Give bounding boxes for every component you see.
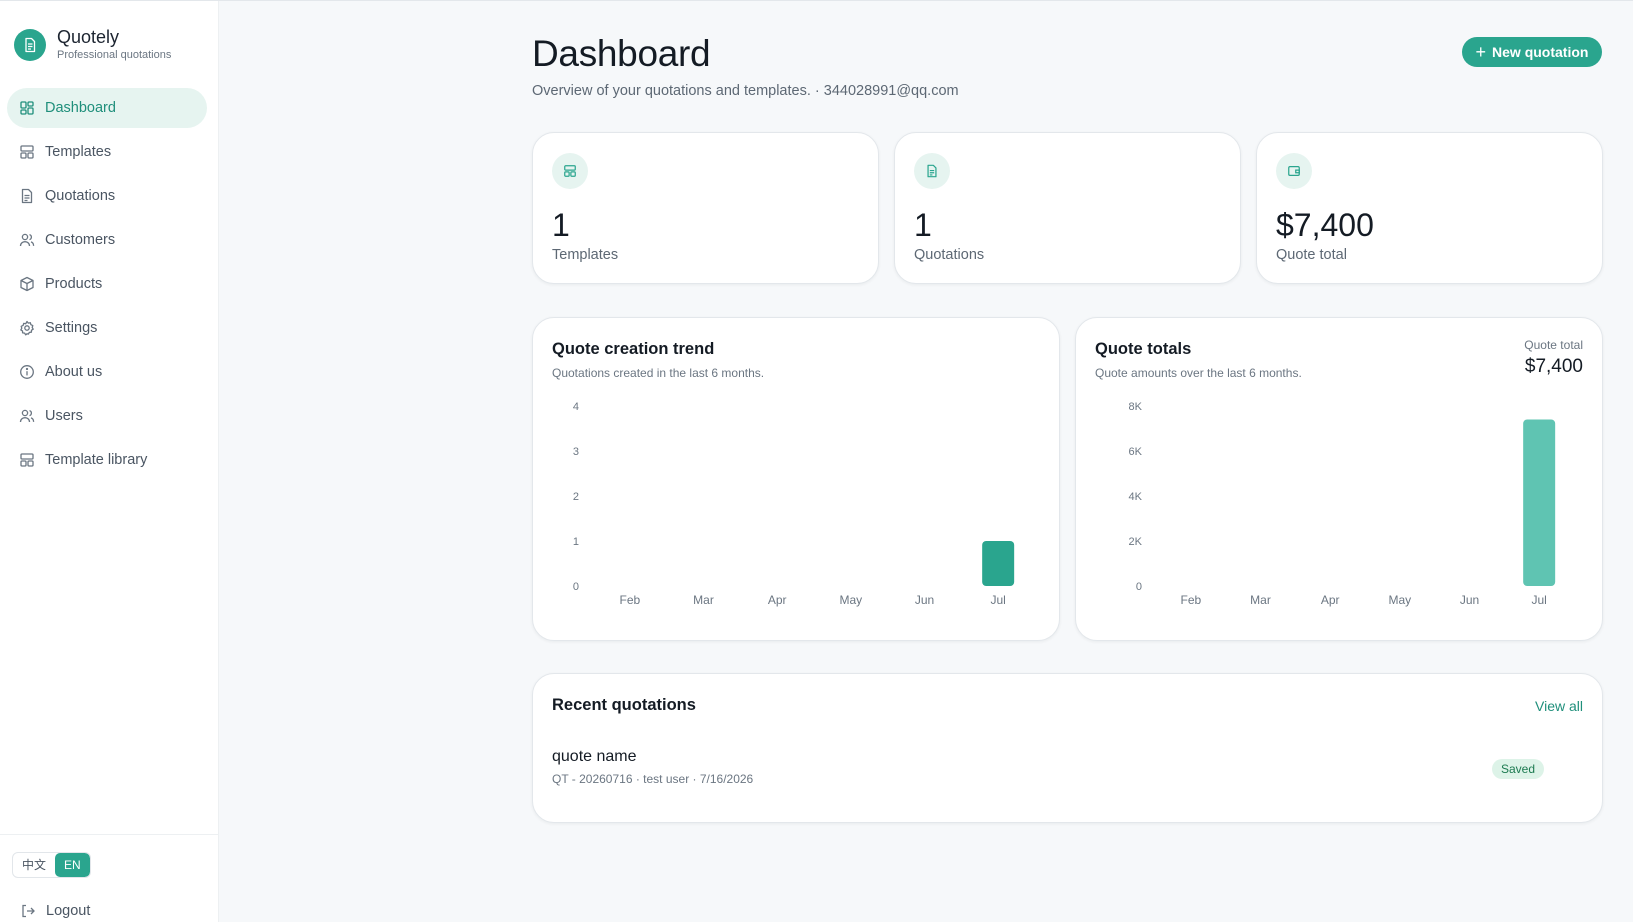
wallet-icon [1276, 153, 1312, 189]
language-option-en[interactable]: EN [55, 853, 90, 877]
sidebar-item-template-library[interactable]: Template library [7, 440, 207, 480]
sidebar-item-templates[interactable]: Templates [7, 132, 207, 172]
sidebar-item-label: Customers [45, 232, 116, 248]
x-tick-label: Jun [915, 593, 934, 607]
y-tick-label: 3 [573, 446, 579, 458]
sidebar-item-settings[interactable]: Settings [7, 308, 207, 348]
page-title: Dashboard [532, 33, 711, 74]
y-tick-label: 4 [573, 401, 579, 413]
sidebar-item-customers[interactable]: Customers [7, 220, 207, 260]
sidebar-item-label: Dashboard [45, 100, 116, 116]
x-tick-label: Feb [1180, 593, 1201, 607]
sidebar-item-quotations[interactable]: Quotations [7, 176, 207, 216]
gear-icon [19, 320, 35, 336]
document-icon [19, 188, 35, 204]
users-icon [19, 232, 35, 248]
x-tick-label: Jun [1460, 593, 1479, 607]
bar-jul[interactable] [982, 541, 1015, 586]
recent-quotations-title: Recent quotations [552, 696, 696, 714]
stat-value: 1 [552, 207, 570, 243]
bar-jul[interactable] [1523, 419, 1556, 587]
y-tick-label: 2 [573, 491, 579, 503]
plus-icon: + [1475, 42, 1487, 62]
stat-label: Quote total [1276, 247, 1347, 263]
x-tick-label: Jul [1531, 593, 1546, 607]
x-tick-label: Apr [1321, 593, 1340, 607]
logout-button[interactable]: Logout [20, 903, 90, 919]
status-badge: Saved [1491, 759, 1544, 779]
logout-label: Logout [46, 903, 91, 919]
x-tick-label: May [839, 593, 862, 607]
stat-card-quote-total: $7,400 Quote total [1256, 132, 1603, 284]
page-subtitle: Overview of your quotations and template… [532, 83, 959, 99]
list-item[interactable]: quote name QT - 20260716 · test user · 7… [552, 748, 1544, 790]
users-icon [19, 408, 35, 424]
view-all-link[interactable]: View all [1535, 698, 1583, 714]
brand-subtitle: Professional quotations [57, 49, 172, 61]
template-layout-icon [19, 452, 35, 468]
new-quotation-label: New quotation [1492, 44, 1589, 60]
sidebar-item-label: About us [45, 364, 103, 380]
x-tick-label: May [1388, 593, 1411, 607]
template-layout-icon [552, 153, 588, 189]
y-tick-label: 1 [573, 536, 579, 548]
language-toggle: 中文 EN [12, 852, 91, 878]
x-tick-label: Feb [619, 593, 640, 607]
sidebar: Quotely Professional quotations Dashboar… [0, 1, 219, 922]
quote-totals-chart: 0 2K 4K 6K 8K Feb Mar Apr May Jun Jul [1129, 401, 1556, 607]
chart-subtitle: Quotations created in the last 6 months. [552, 366, 765, 380]
y-tick-label: 6K [1129, 446, 1143, 458]
y-tick-label: 2K [1129, 536, 1143, 548]
chart-title: Quote creation trend [552, 340, 715, 358]
sidebar-item-label: Quotations [45, 188, 116, 204]
template-layout-icon [19, 144, 35, 160]
sidebar-item-label: Products [45, 276, 103, 292]
sidebar-item-dashboard[interactable]: Dashboard [7, 88, 207, 128]
sidebar-item-label: Settings [45, 320, 98, 336]
quote-creation-trend-card: Quote creation trend Quotations created … [532, 317, 1060, 641]
sidebar-item-label: Users [45, 408, 83, 424]
chart-subtitle: Quote amounts over the last 6 months. [1095, 366, 1302, 380]
box-icon [19, 276, 35, 292]
stat-card-templates: 1 Templates [532, 132, 879, 284]
sidebar-item-products[interactable]: Products [7, 264, 207, 304]
sidebar-item-label: Templates [45, 144, 112, 160]
y-tick-label: 8K [1129, 401, 1143, 413]
x-tick-label: Apr [768, 593, 787, 607]
sidebar-item-about-us[interactable]: About us [7, 352, 207, 392]
quote-creation-trend-chart: 0 1 2 3 4 Feb Mar Apr May Jun Jul [573, 401, 1015, 607]
stat-value: $7,400 [1276, 207, 1374, 243]
x-tick-label: Mar [1250, 593, 1271, 607]
chart-total-value: $7,400 [1524, 356, 1583, 377]
stat-card-quotations: 1 Quotations [894, 132, 1241, 284]
x-tick-label: Jul [990, 593, 1005, 607]
chart-total-label: Quote total [1524, 338, 1583, 352]
language-option-zh[interactable]: 中文 [22, 858, 47, 872]
stat-label: Templates [552, 247, 619, 263]
x-tick-label: Mar [693, 593, 714, 607]
quotation-meta: QT - 20260716 · test user · 7/16/2026 [552, 772, 754, 786]
sidebar-item-users[interactable]: Users [7, 396, 207, 436]
brand-logo-icon [14, 28, 46, 61]
recent-quotations-card: Recent quotations View all quote name QT… [532, 673, 1603, 823]
sidebar-nav: Dashboard Templates Quotations Customers… [7, 88, 207, 484]
stat-label: Quotations [914, 247, 985, 263]
brand-name: Quotely [57, 27, 120, 47]
brand[interactable]: Quotely Professional quotations [14, 27, 171, 62]
new-quotation-button[interactable]: + New quotation [1462, 37, 1602, 67]
logout-icon [20, 903, 36, 919]
sidebar-divider [0, 834, 219, 835]
y-tick-label: 0 [573, 581, 579, 593]
y-tick-label: 0 [1136, 581, 1142, 593]
y-tick-label: 4K [1129, 491, 1143, 503]
document-icon [914, 153, 950, 189]
quote-totals-card: Quote totals Quote amounts over the last… [1075, 317, 1603, 641]
info-icon [19, 364, 35, 380]
sidebar-item-label: Template library [45, 452, 148, 468]
stat-value: 1 [914, 207, 932, 243]
chart-title: Quote totals [1095, 340, 1192, 358]
quotation-name: quote name [552, 748, 637, 765]
dashboard-grid-icon [19, 100, 35, 116]
